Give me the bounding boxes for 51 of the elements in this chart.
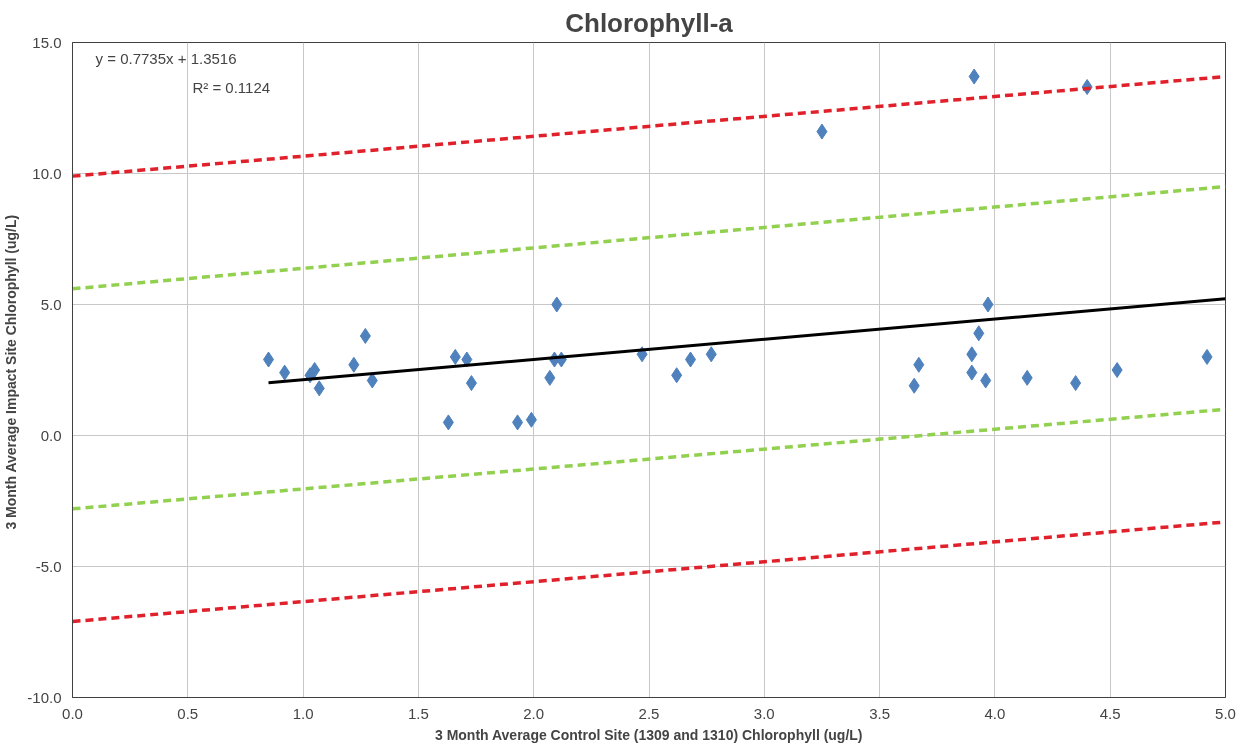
point xyxy=(966,346,978,363)
point xyxy=(980,372,992,389)
point xyxy=(966,364,978,381)
x-tick-label: 1.0 xyxy=(292,704,314,722)
point xyxy=(313,380,325,397)
point xyxy=(982,296,994,313)
x-tick-label: 2.0 xyxy=(523,704,545,722)
annotation: y = 0.7735x + 1.3516 xyxy=(95,50,237,68)
x-tick-label: 3.5 xyxy=(869,704,891,722)
x-tick-label: 0.0 xyxy=(62,704,83,722)
chart-title: Chlorophyll-a xyxy=(565,7,734,38)
x-axis-title: 3 Month Average Control Site (1309 and 1310) Chlorophyll (ug/L) xyxy=(434,726,863,743)
point xyxy=(816,123,828,140)
x-tick-label: 1.5 xyxy=(407,704,429,722)
point xyxy=(348,356,360,373)
x-tick-label: 3.0 xyxy=(753,704,775,722)
y-tick-label: 10.0 xyxy=(32,164,62,182)
point xyxy=(973,325,985,342)
x-tick-label: 5.0 xyxy=(1215,704,1236,722)
point xyxy=(908,377,920,394)
point xyxy=(263,351,275,368)
point xyxy=(968,68,980,85)
point xyxy=(544,369,556,386)
x-tick-label: 4.0 xyxy=(984,704,1006,722)
point xyxy=(442,414,454,431)
y-tick-label: 5.0 xyxy=(40,295,62,313)
point xyxy=(359,327,371,344)
point xyxy=(1111,362,1123,378)
point xyxy=(551,296,563,313)
x-tick-label: 2.5 xyxy=(638,704,660,722)
point xyxy=(1070,375,1082,392)
point xyxy=(512,414,524,431)
point xyxy=(705,346,717,363)
point xyxy=(309,362,321,378)
point xyxy=(913,356,925,373)
x-tick-label: 0.5 xyxy=(177,704,199,722)
point xyxy=(449,348,461,365)
point xyxy=(1201,348,1213,365)
point xyxy=(465,375,477,392)
point xyxy=(685,351,697,368)
annotation: R² = 0.1124 xyxy=(192,79,271,97)
y-tick-label: 0.0 xyxy=(40,426,62,444)
y-tick-label: -5.0 xyxy=(35,557,62,575)
point xyxy=(1021,369,1033,386)
y-tick-label: 15.0 xyxy=(32,33,62,51)
point xyxy=(671,367,683,384)
y-axis-title: 3 Month Average Impact Site Chlorophyll (ug/L) xyxy=(3,214,20,530)
point xyxy=(525,411,537,428)
y-tick-label: -10.0 xyxy=(27,688,62,706)
point xyxy=(279,364,291,381)
x-tick-label: 4.5 xyxy=(1099,704,1121,722)
